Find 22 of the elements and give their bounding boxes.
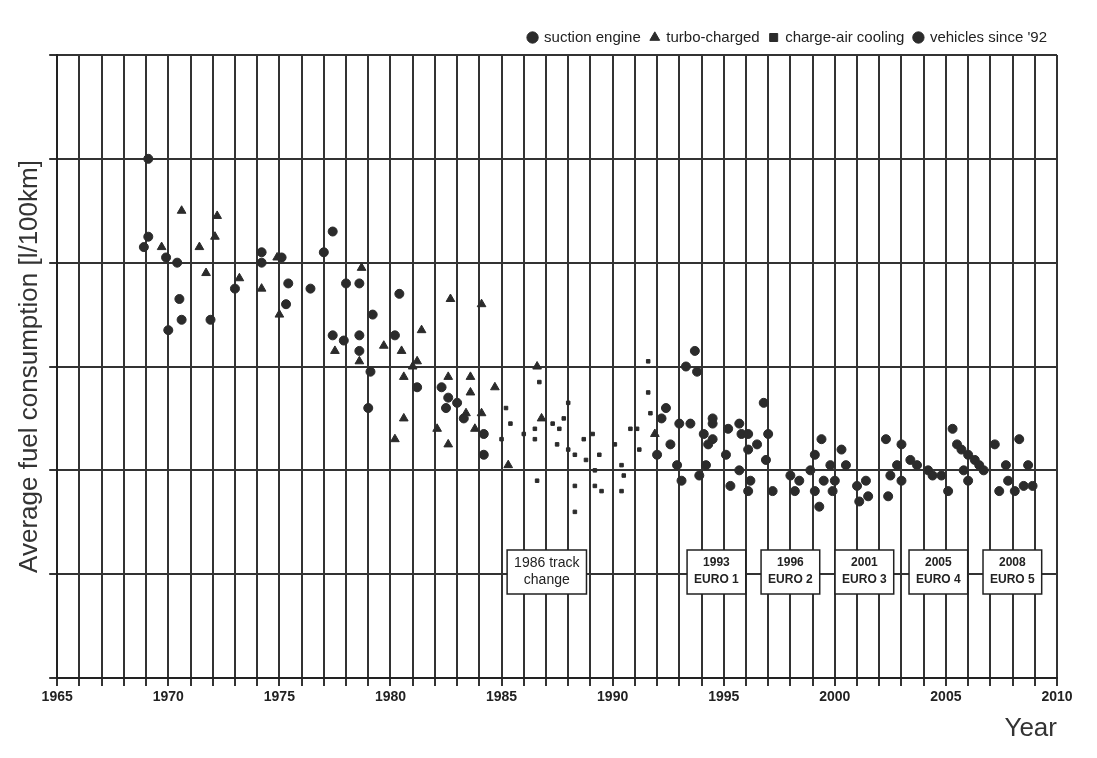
annotation: 1996 EURO 2	[768, 555, 814, 587]
x-tick-label: 1980	[374, 688, 407, 705]
x-tick-label: 2000	[819, 688, 851, 705]
legend-label: suction engine	[544, 27, 641, 45]
x-tick-label: 1995	[708, 688, 740, 705]
annotation: 1993 EURO 1	[694, 555, 740, 587]
y-axis-title: Average fuel consumption [l/100km]	[12, 160, 43, 573]
x-tick-label: 1975	[263, 688, 296, 705]
x-tick-label: 1970	[152, 688, 185, 705]
x-tick-label: 1990	[597, 688, 629, 705]
x-tick-label: 2010	[1041, 688, 1073, 705]
annotation: 2008 EURO 5	[990, 555, 1036, 587]
x-axis-title: Year	[1004, 711, 1058, 742]
legend-label: vehicles since '92	[929, 27, 1047, 45]
x-tick-label: 2005	[930, 688, 962, 705]
annotation: 2001 EURO 3	[842, 555, 888, 587]
annotation: 2005 EURO 4	[916, 555, 962, 587]
annotation: 1986 track change	[514, 553, 581, 587]
x-tick-label: 1965	[41, 688, 73, 705]
legend-label: turbo-charged	[666, 27, 760, 45]
x-tick-label: 1985	[485, 688, 518, 705]
legend-label: charge-air cooling	[785, 27, 905, 45]
